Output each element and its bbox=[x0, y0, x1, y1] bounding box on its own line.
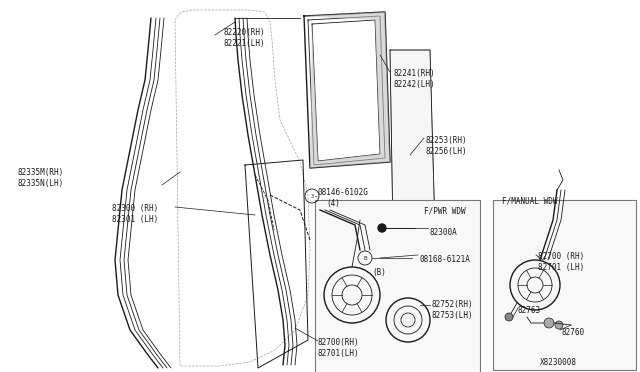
Text: 82300A: 82300A bbox=[430, 228, 458, 237]
Text: X8230008: X8230008 bbox=[540, 358, 577, 367]
Circle shape bbox=[505, 313, 513, 321]
Text: 82700(RH): 82700(RH) bbox=[318, 338, 360, 347]
Text: 82760: 82760 bbox=[562, 328, 585, 337]
Text: 82335N(LH): 82335N(LH) bbox=[18, 179, 64, 188]
Circle shape bbox=[378, 224, 386, 232]
Text: F/PWR WDW: F/PWR WDW bbox=[424, 206, 466, 215]
Text: 82763: 82763 bbox=[518, 306, 541, 315]
Text: 3: 3 bbox=[310, 193, 314, 199]
Text: 82241(RH): 82241(RH) bbox=[393, 69, 435, 78]
Text: 82256(LH): 82256(LH) bbox=[426, 147, 468, 156]
Text: 82300 (RH): 82300 (RH) bbox=[112, 204, 158, 213]
Text: 82335M(RH): 82335M(RH) bbox=[18, 168, 64, 177]
FancyBboxPatch shape bbox=[315, 200, 480, 372]
Text: 82700 (RH): 82700 (RH) bbox=[538, 252, 584, 261]
Text: 82220(RH): 82220(RH) bbox=[224, 28, 266, 37]
Text: (4): (4) bbox=[326, 199, 340, 208]
Circle shape bbox=[555, 321, 563, 329]
Text: 82221(LH): 82221(LH) bbox=[224, 39, 266, 48]
Text: 82753(LH): 82753(LH) bbox=[432, 311, 474, 320]
Polygon shape bbox=[304, 12, 390, 168]
Text: 82701(LH): 82701(LH) bbox=[318, 349, 360, 358]
Text: 82253(RH): 82253(RH) bbox=[426, 136, 468, 145]
Text: 82701 (LH): 82701 (LH) bbox=[538, 263, 584, 272]
FancyBboxPatch shape bbox=[493, 200, 636, 370]
Circle shape bbox=[544, 318, 554, 328]
Text: (B): (B) bbox=[372, 268, 386, 277]
Text: F/MANUAL WDW: F/MANUAL WDW bbox=[502, 196, 557, 205]
Text: 82301 (LH): 82301 (LH) bbox=[112, 215, 158, 224]
Text: B: B bbox=[363, 256, 367, 260]
Text: 08168-6121A: 08168-6121A bbox=[420, 255, 471, 264]
Text: 08146-6102G: 08146-6102G bbox=[318, 188, 369, 197]
Text: 82752(RH): 82752(RH) bbox=[432, 300, 474, 309]
Text: 82242(LH): 82242(LH) bbox=[393, 80, 435, 89]
Polygon shape bbox=[390, 50, 435, 235]
